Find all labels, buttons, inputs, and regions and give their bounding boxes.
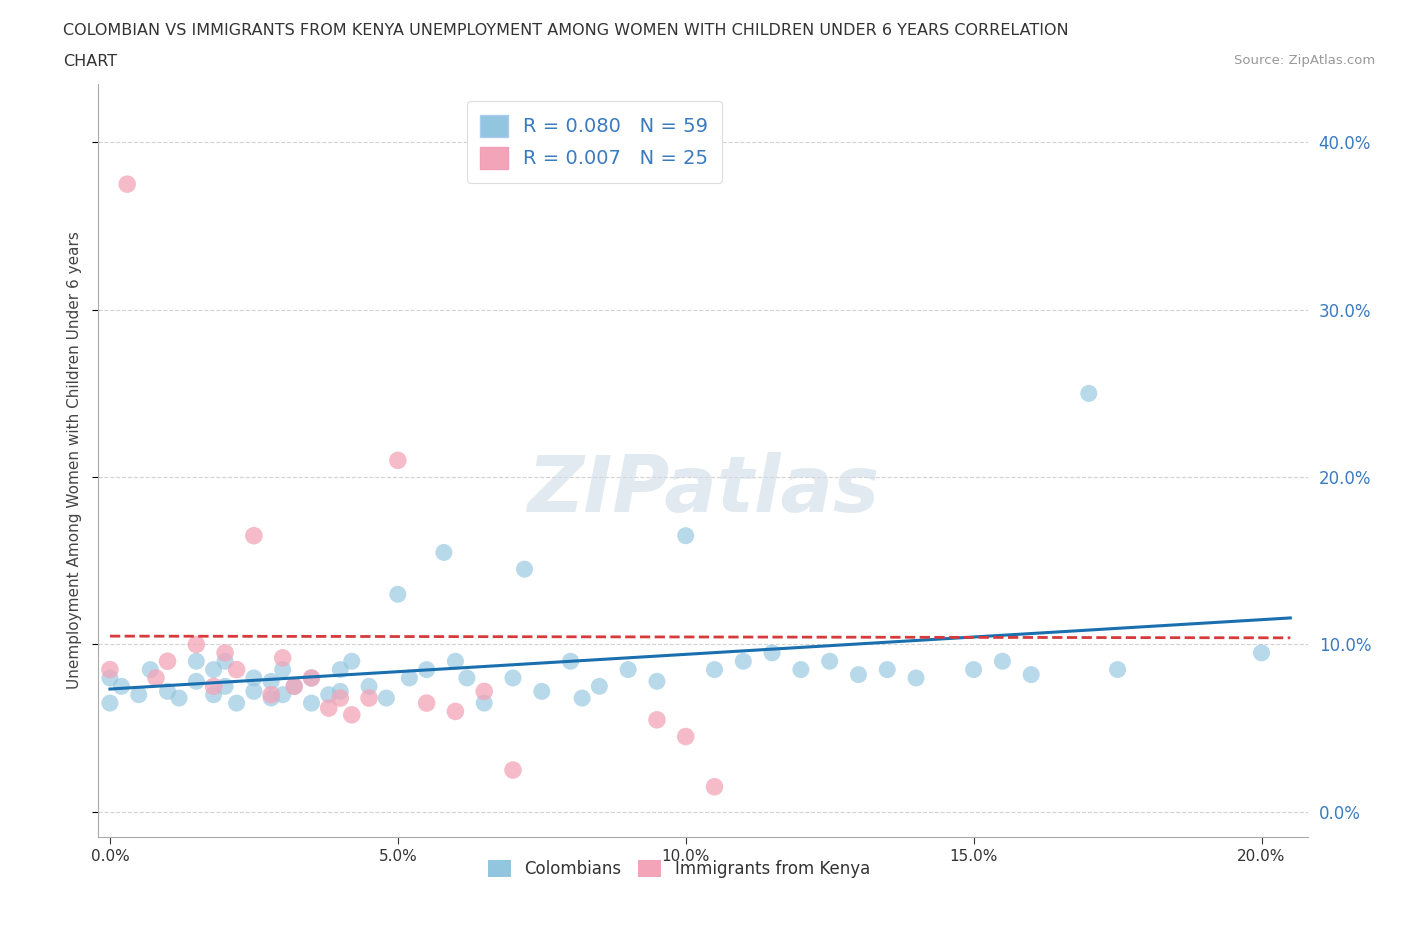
- Point: [318, 700, 340, 715]
- Point: [202, 687, 225, 702]
- Point: [329, 662, 352, 677]
- Point: [139, 662, 162, 677]
- Point: [167, 691, 190, 706]
- Point: [790, 662, 813, 677]
- Point: [415, 696, 437, 711]
- Point: [675, 729, 697, 744]
- Point: [260, 674, 283, 689]
- Point: [271, 650, 294, 665]
- Point: [398, 671, 420, 685]
- Point: [733, 654, 755, 669]
- Point: [991, 654, 1014, 669]
- Point: [962, 662, 984, 677]
- Point: [329, 691, 352, 706]
- Point: [271, 687, 294, 702]
- Point: [202, 679, 225, 694]
- Point: [876, 662, 898, 677]
- Point: [115, 177, 138, 192]
- Point: [301, 671, 323, 685]
- Point: [225, 662, 247, 677]
- Point: [128, 687, 150, 702]
- Text: CHART: CHART: [63, 54, 117, 69]
- Point: [98, 662, 121, 677]
- Point: [283, 679, 305, 694]
- Point: [703, 779, 725, 794]
- Point: [848, 667, 870, 682]
- Point: [1077, 386, 1099, 401]
- Point: [301, 696, 323, 711]
- Point: [186, 654, 208, 669]
- Point: [357, 679, 380, 694]
- Point: [1107, 662, 1129, 677]
- Y-axis label: Unemployment Among Women with Children Under 6 years: Unemployment Among Women with Children U…: [66, 232, 82, 689]
- Point: [645, 712, 668, 727]
- Point: [761, 645, 783, 660]
- Text: Source: ZipAtlas.com: Source: ZipAtlas.com: [1234, 54, 1375, 67]
- Point: [260, 687, 283, 702]
- Point: [98, 671, 121, 685]
- Point: [905, 671, 928, 685]
- Point: [703, 662, 725, 677]
- Point: [387, 587, 409, 602]
- Point: [472, 684, 495, 698]
- Point: [186, 637, 208, 652]
- Point: [214, 645, 236, 660]
- Legend: Colombians, Immigrants from Kenya: Colombians, Immigrants from Kenya: [481, 854, 877, 885]
- Point: [645, 674, 668, 689]
- Point: [357, 691, 380, 706]
- Point: [156, 684, 179, 698]
- Point: [329, 684, 352, 698]
- Point: [415, 662, 437, 677]
- Point: [260, 691, 283, 706]
- Point: [444, 704, 467, 719]
- Point: [617, 662, 640, 677]
- Point: [340, 708, 363, 723]
- Point: [675, 528, 697, 543]
- Point: [301, 671, 323, 685]
- Point: [243, 671, 266, 685]
- Point: [456, 671, 478, 685]
- Point: [818, 654, 841, 669]
- Point: [271, 662, 294, 677]
- Point: [214, 679, 236, 694]
- Point: [186, 674, 208, 689]
- Point: [560, 654, 582, 669]
- Point: [318, 687, 340, 702]
- Point: [340, 654, 363, 669]
- Point: [472, 696, 495, 711]
- Point: [145, 671, 167, 685]
- Point: [283, 679, 305, 694]
- Point: [588, 679, 610, 694]
- Point: [502, 671, 524, 685]
- Point: [243, 684, 266, 698]
- Point: [1019, 667, 1042, 682]
- Point: [110, 679, 132, 694]
- Point: [225, 696, 247, 711]
- Point: [513, 562, 536, 577]
- Point: [243, 528, 266, 543]
- Point: [502, 763, 524, 777]
- Point: [202, 662, 225, 677]
- Point: [214, 654, 236, 669]
- Text: ZIPatlas: ZIPatlas: [527, 453, 879, 528]
- Point: [387, 453, 409, 468]
- Point: [571, 691, 593, 706]
- Point: [444, 654, 467, 669]
- Point: [530, 684, 553, 698]
- Point: [156, 654, 179, 669]
- Point: [98, 696, 121, 711]
- Point: [375, 691, 398, 706]
- Point: [433, 545, 456, 560]
- Text: COLOMBIAN VS IMMIGRANTS FROM KENYA UNEMPLOYMENT AMONG WOMEN WITH CHILDREN UNDER : COLOMBIAN VS IMMIGRANTS FROM KENYA UNEMP…: [63, 23, 1069, 38]
- Point: [1250, 645, 1272, 660]
